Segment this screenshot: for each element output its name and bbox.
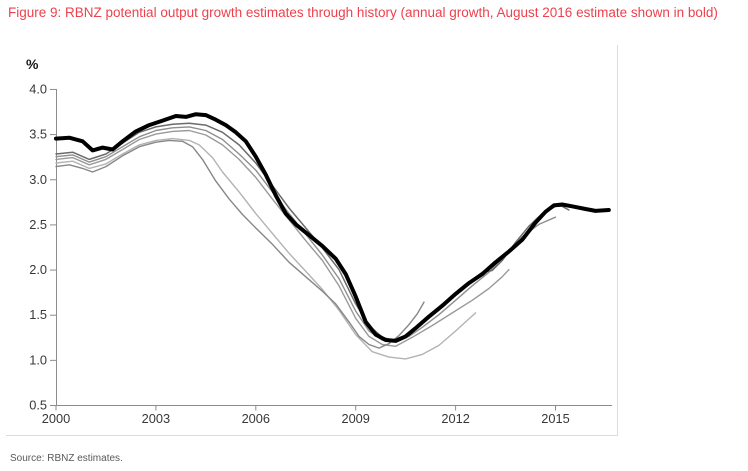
x-tick-label: 2012 [441,411,469,426]
y-tick-label: 0.5 [29,398,47,413]
y-tick-label: 1.5 [29,307,47,322]
x-tick-label: 2003 [142,411,170,426]
x-tick-label: 2006 [242,411,270,426]
series-vintage-estimate-ending-2016 [55,122,570,341]
x-tick-label: 2009 [341,411,369,426]
y-axis-unit-label: % [26,56,39,72]
y-tick-label: 4.0 [29,81,47,96]
y-tick-label: 3.5 [29,127,47,142]
series-vintage-estimate-ending-2013 [55,129,510,347]
y-tick-label: 2.0 [29,262,47,277]
chart-source: Source: RBNZ estimates. [10,453,123,464]
series-vintage-estimate-ending-2012 [55,137,477,360]
figure-title: Figure 9: RBNZ potential output growth e… [8,5,718,20]
y-tick-label: 2.5 [29,217,47,232]
chart-frame [6,45,618,436]
y-tick-label: 1.0 [29,352,47,367]
series-vintage-estimate-ending-2015 [55,126,557,343]
y-tick-label: 3.0 [29,172,47,187]
x-tick-label: 2000 [42,411,70,426]
x-tick-label: 2015 [541,411,569,426]
series-august-2016-estimate-bold [54,112,611,343]
series-vintage-estimate-ending-2011 [55,139,425,349]
